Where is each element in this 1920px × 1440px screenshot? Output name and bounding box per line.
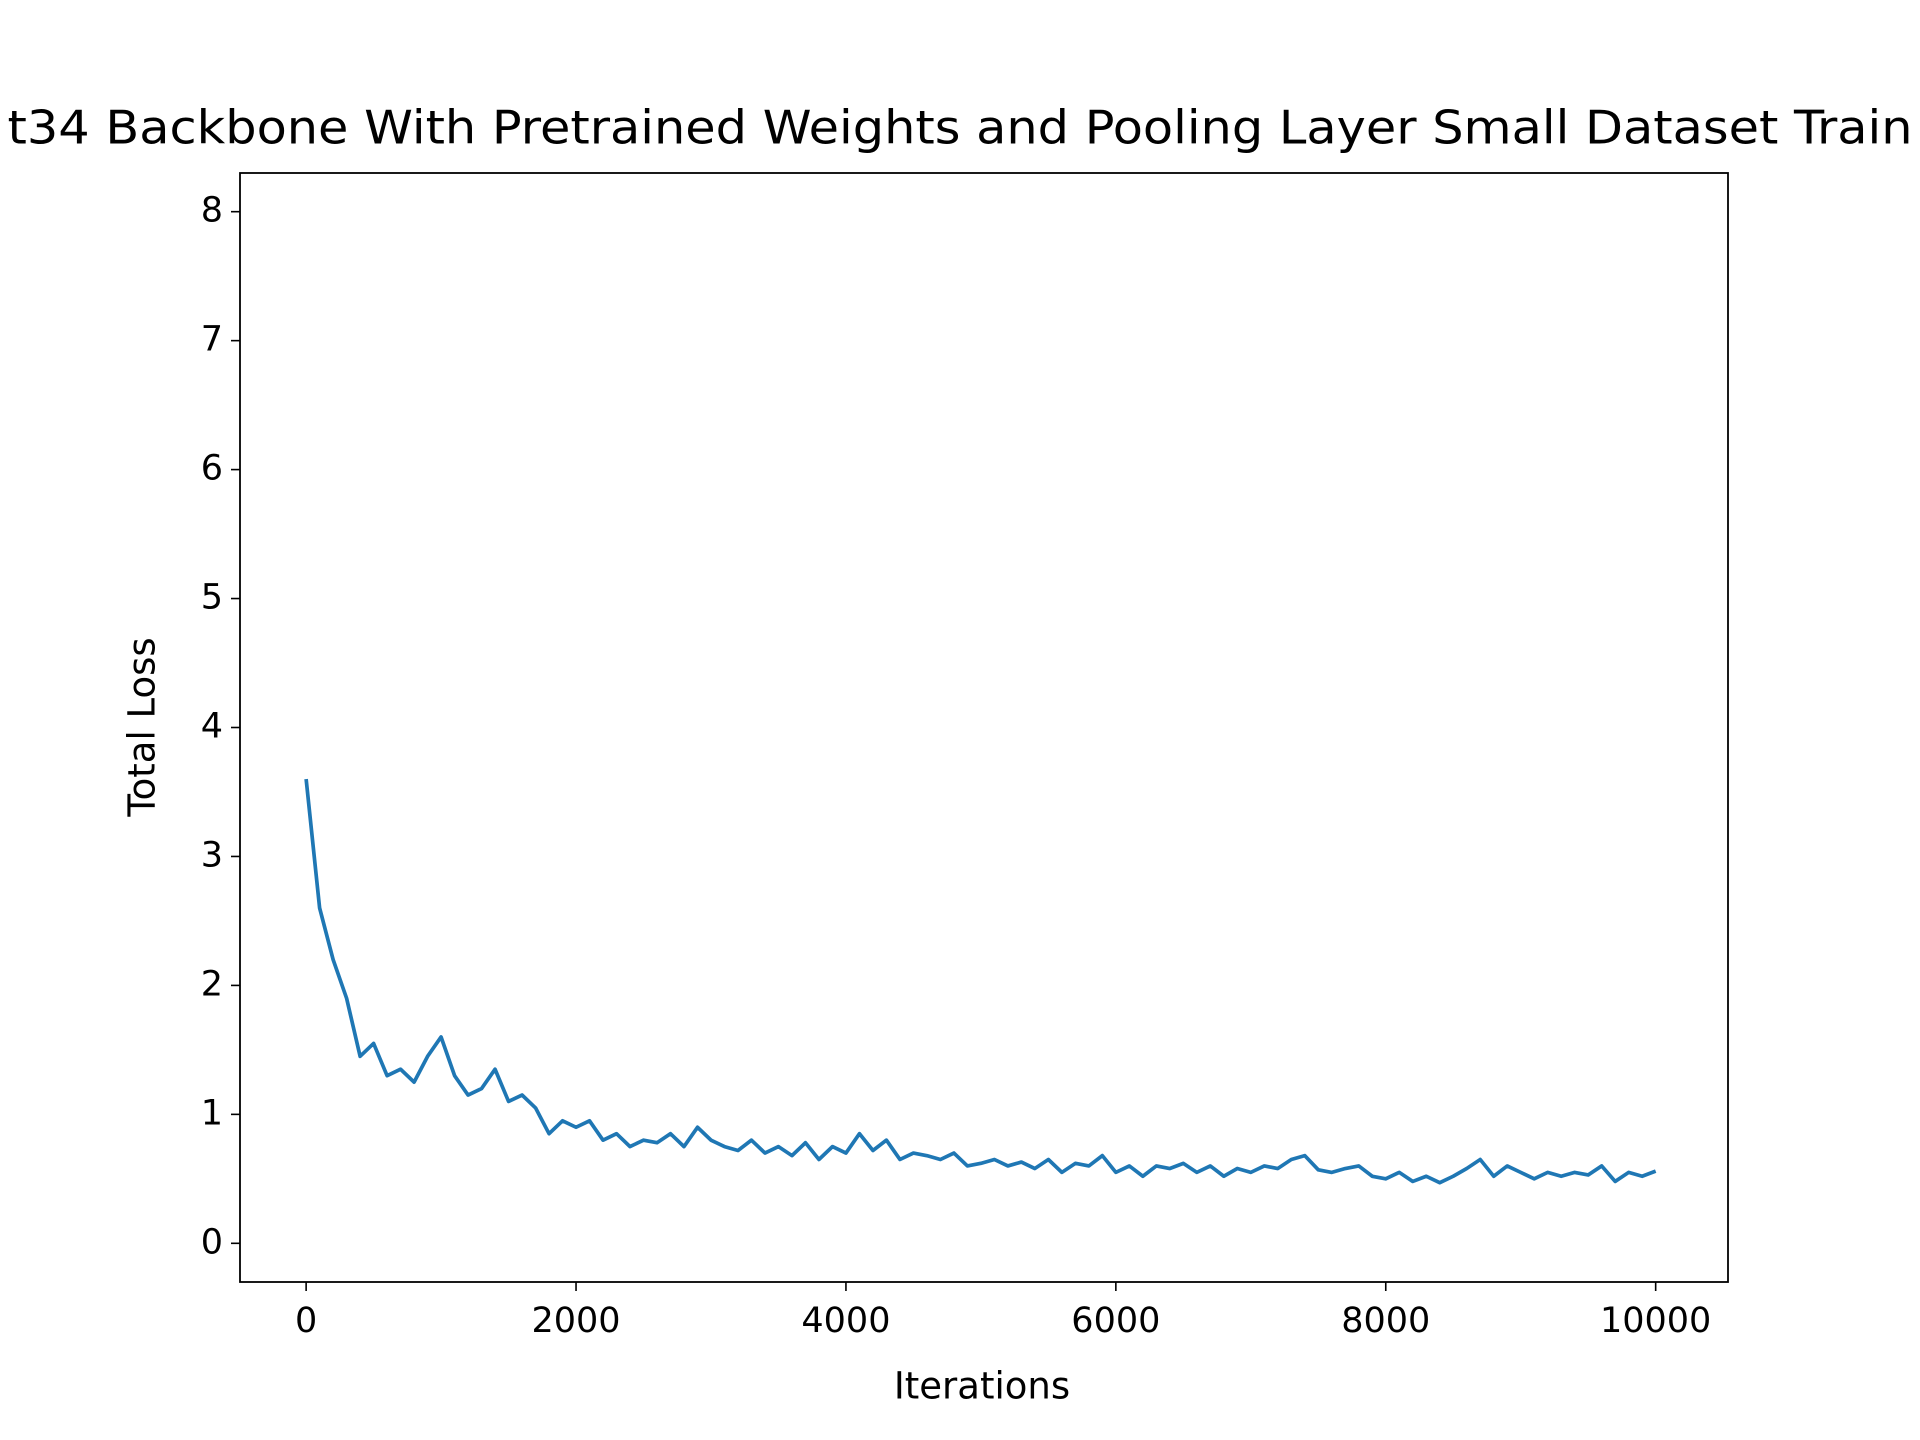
chart-title: t34 Backbone With Pretrained Weights and… bbox=[8, 101, 1913, 155]
x-tick-label: 2000 bbox=[531, 1301, 620, 1341]
y-tick-label: 0 bbox=[201, 1222, 223, 1262]
x-tick-label: 6000 bbox=[1071, 1301, 1160, 1341]
y-tick-label: 2 bbox=[201, 964, 223, 1004]
x-tick-label: 0 bbox=[295, 1301, 317, 1341]
plot-frame bbox=[239, 172, 1729, 1283]
y-tick-label: 1 bbox=[201, 1093, 223, 1133]
y-tick-label: 5 bbox=[201, 578, 223, 618]
x-tick-label: 4000 bbox=[801, 1301, 890, 1341]
y-tick-label: 3 bbox=[201, 835, 223, 875]
y-tick-label: 6 bbox=[201, 449, 223, 489]
y-tick-label: 7 bbox=[201, 320, 223, 360]
y-tick-label: 8 bbox=[201, 191, 223, 231]
y-tick-label: 4 bbox=[201, 707, 223, 747]
x-tick-label: 8000 bbox=[1341, 1301, 1430, 1341]
x-axis-label: Iterations bbox=[894, 1365, 1070, 1408]
y-axis-label: Total Loss bbox=[121, 637, 164, 817]
loss-line bbox=[304, 778, 1657, 1185]
x-tick-label: 10000 bbox=[1600, 1301, 1711, 1341]
